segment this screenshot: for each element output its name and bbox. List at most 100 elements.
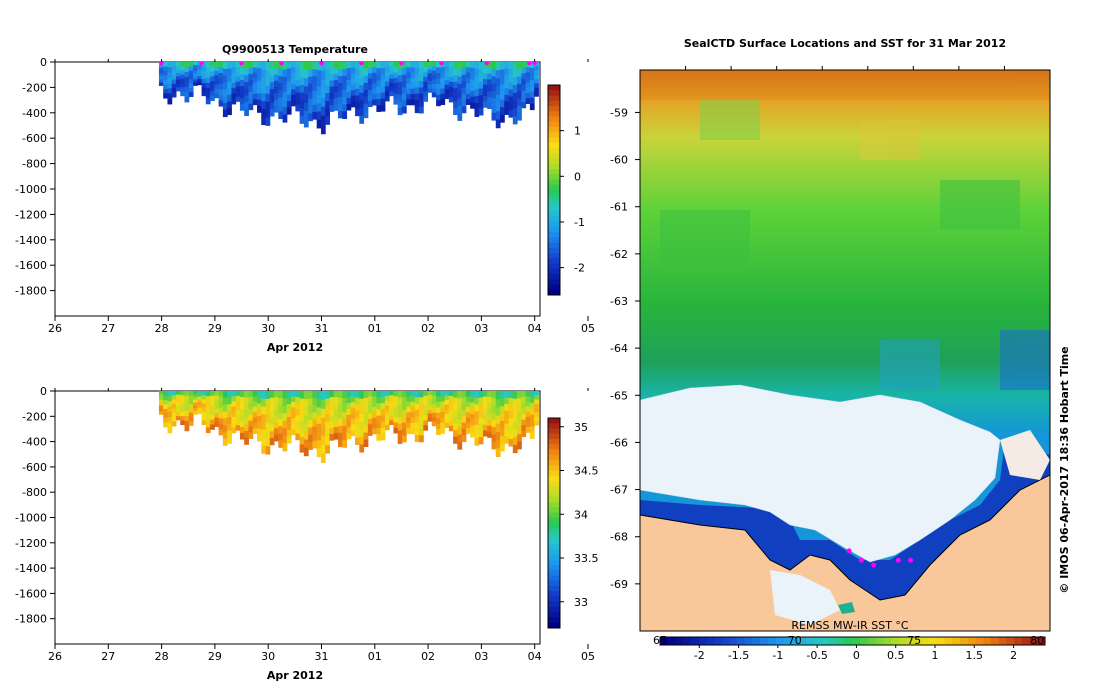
data-cell: [261, 398, 267, 408]
data-cell: [261, 62, 267, 71]
data-cell: [201, 83, 207, 88]
data-cell: [248, 402, 254, 410]
data-cell: [431, 70, 437, 76]
data-cell: [286, 75, 292, 83]
data-cell: [508, 391, 514, 399]
data-cell: [291, 418, 296, 425]
data-cell: [453, 68, 458, 76]
data-cell: [431, 92, 437, 98]
data-cell: [325, 100, 330, 110]
data-cell: [440, 428, 446, 434]
data-cell: [312, 90, 318, 99]
data-cell: [521, 419, 527, 426]
data-cell: [333, 391, 339, 398]
data-cell: [278, 440, 284, 448]
data-cell: [453, 94, 458, 102]
x-tick-label: 02: [421, 322, 435, 335]
data-cell: [320, 444, 326, 455]
data-cell: [384, 76, 390, 82]
track-point: [908, 557, 914, 563]
data-cell: [453, 404, 458, 412]
data-cell: [482, 78, 488, 86]
data-cell: [393, 391, 399, 397]
data-cell: [201, 87, 207, 92]
data-cell: [265, 414, 271, 424]
data-cell: [274, 62, 279, 69]
temperature-x-label: Apr 2012: [267, 341, 323, 354]
colorbar-cell: [548, 237, 560, 243]
data-cell: [350, 90, 356, 97]
data-cell: [465, 62, 471, 68]
x-tick-label: 30: [261, 650, 275, 663]
data-cell: [325, 429, 330, 439]
data-cell: [350, 430, 356, 437]
data-cell: [163, 417, 168, 423]
colorbar-cell: [983, 637, 992, 645]
data-cell: [491, 62, 497, 70]
data-cell: [175, 401, 181, 406]
data-cell: [214, 404, 220, 410]
data-cell: [308, 76, 313, 85]
data-cell: [201, 91, 207, 97]
colorbar-cell: [698, 637, 707, 645]
data-cell: [423, 71, 429, 78]
y-tick-label: -1200: [15, 208, 47, 221]
track-point: [895, 557, 901, 563]
data-cell: [355, 108, 360, 117]
data-cell: [197, 64, 203, 69]
data-cell: [461, 93, 467, 101]
data-cell: [389, 83, 394, 88]
data-cell: [491, 98, 497, 107]
data-cell: [534, 416, 539, 422]
data-cell: [303, 439, 309, 449]
colorbar-cell: [548, 211, 560, 217]
data-cell: [333, 104, 339, 111]
data-cell: [401, 435, 407, 443]
data-cell: [376, 415, 382, 423]
data-cell: [504, 94, 510, 102]
data-cell: [419, 391, 424, 398]
data-cell: [359, 406, 365, 415]
data-cell: [299, 115, 305, 124]
data-cell: [491, 441, 497, 450]
data-cell: [205, 422, 211, 428]
data-cell: [218, 73, 224, 80]
colorbar-cell: [1037, 637, 1046, 645]
data-cell: [478, 437, 484, 445]
profile-marker: [532, 62, 537, 66]
data-cell: [320, 391, 326, 401]
colorbar-cell: [548, 612, 560, 618]
data-cell: [355, 82, 360, 90]
data-cell: [261, 116, 267, 126]
data-cell: [338, 432, 343, 441]
data-cell: [423, 96, 429, 102]
data-cell: [171, 75, 177, 81]
data-cell: [214, 408, 220, 414]
colorbar-cell: [675, 637, 684, 645]
data-cell: [218, 67, 224, 74]
data-cell: [286, 436, 292, 444]
data-cell: [188, 399, 194, 405]
sst-patch: [860, 120, 920, 160]
data-cell: [363, 96, 369, 105]
data-cell: [470, 79, 475, 86]
x-tick-label: 28: [155, 322, 169, 335]
colorbar-tick-label: 0: [853, 649, 860, 662]
data-cell: [491, 398, 497, 406]
data-cell: [448, 66, 454, 73]
data-cell: [448, 420, 454, 427]
data-cell: [423, 391, 429, 397]
data-cell: [227, 88, 232, 96]
data-cell: [470, 414, 475, 421]
colorbar-cell: [921, 637, 930, 645]
data-cell: [184, 415, 190, 422]
data-cell: [457, 105, 463, 114]
data-cell: [308, 434, 313, 443]
data-cell: [308, 427, 313, 436]
data-cell: [312, 419, 318, 428]
data-cell: [508, 432, 514, 440]
data-cell: [355, 397, 360, 405]
data-cell: [393, 406, 399, 413]
data-cell: [218, 391, 224, 397]
data-cell: [184, 76, 190, 83]
